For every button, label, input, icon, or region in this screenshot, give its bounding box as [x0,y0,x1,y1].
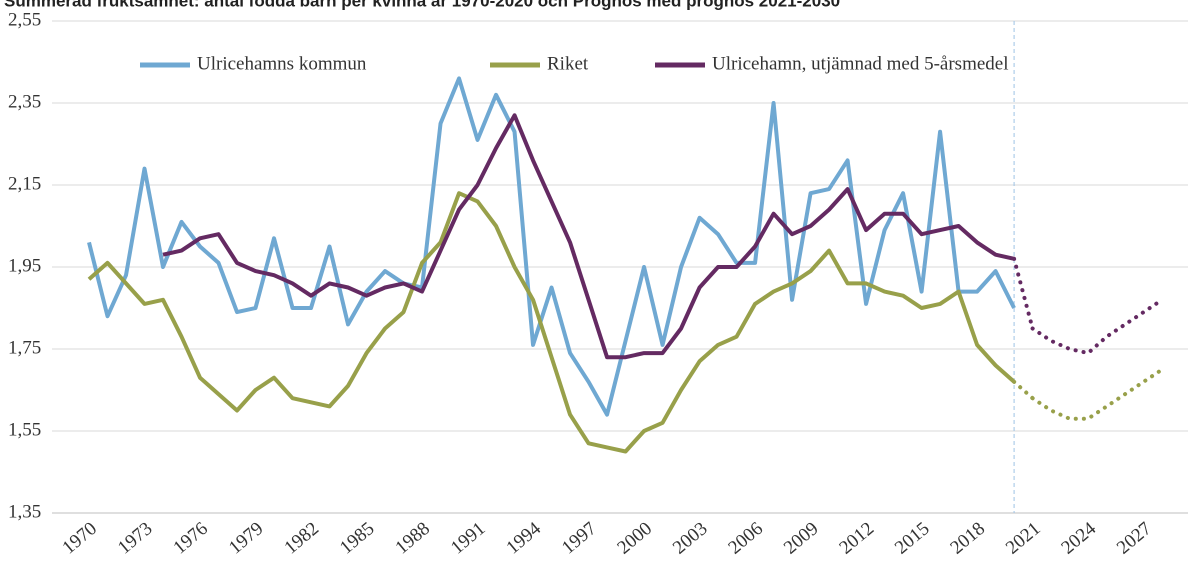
x-tick-label: 1985 [336,518,379,559]
x-tick-label: 2009 [780,518,823,559]
x-tick-label: 1970 [58,518,101,559]
legend-label: Ulricehamn, utjämnad med 5-årsmedel [712,53,1009,74]
x-tick-label: 1997 [558,518,601,559]
x-tick-label: 1982 [280,518,323,559]
x-tick-label: 2012 [835,518,878,559]
x-tick-label: 2015 [891,518,934,559]
legend-label: Ulricehamns kommun [197,53,367,74]
series-line [87,191,1016,454]
forecast-line [1030,297,1165,356]
y-tick-label: 2,35 [8,91,41,112]
forecast-line [1030,367,1165,421]
forecast-connector [1012,379,1035,401]
chart-title: Summerad fruktsamhet: antal födda barn p… [4,0,840,10]
y-tick-label: 1,35 [8,501,41,522]
forecast-connector [1012,256,1035,331]
x-tick-label: 2021 [1002,518,1045,559]
x-tick-label: 1991 [447,518,490,559]
y-tick-label: 1,95 [8,255,41,276]
x-tick-label: 1979 [225,518,268,559]
x-tick-label: 2024 [1057,518,1100,559]
y-tick-label: 1,55 [8,419,41,440]
x-tick-label: 2003 [669,518,712,559]
legend-label: Riket [547,53,589,74]
x-tick-label: 2018 [946,518,989,559]
x-tick-label: 1976 [169,518,212,559]
series-line [162,113,1015,360]
series-line [87,76,1016,417]
y-tick-label: 2,55 [8,9,41,30]
x-tick-label: 2027 [1113,518,1156,559]
x-tick-label: 1994 [502,518,545,559]
x-tick-label: 1988 [391,518,434,559]
y-tick-label: 1,75 [8,337,41,358]
y-tick-label: 2,15 [8,173,41,194]
x-tick-label: 2000 [613,518,656,559]
x-tick-label: 2006 [724,518,767,559]
x-tick-label: 1973 [114,518,157,559]
